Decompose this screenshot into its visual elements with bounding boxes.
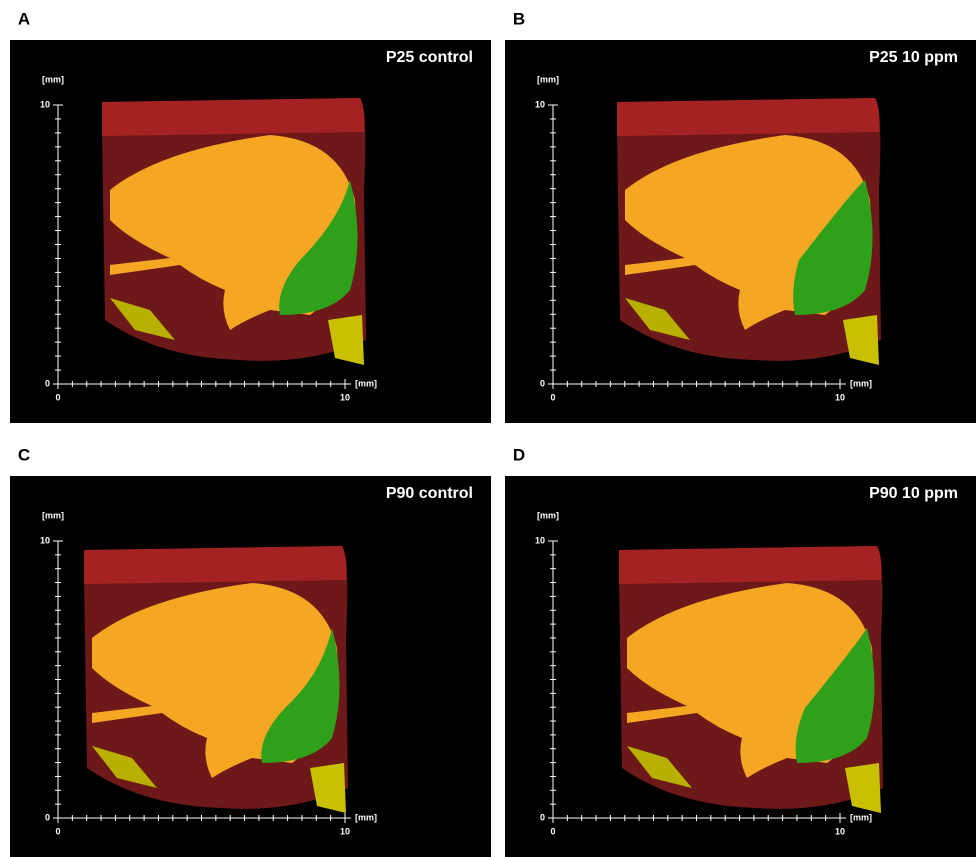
y-unit: [mm] [42,74,64,84]
y-tick-label: 10 [535,535,545,545]
y-tick-label: 10 [535,99,545,109]
x-tick-label: 10 [835,392,845,402]
x-unit: [mm] [850,812,872,822]
panel-letter: D [513,445,525,464]
panel: P25 10 ppm 0 10 0 10 [mm] [mm] [505,40,976,423]
panel: P25 control 0 10 0 10 [mm] [mm] [10,40,491,423]
x-tick-label: 10 [340,826,350,836]
panel-title: P25 10 ppm [869,49,958,66]
y-unit: [mm] [537,74,559,84]
x-tick-label: 0 [55,392,60,402]
panel-letter: C [18,445,30,464]
rendering [617,98,881,365]
x-tick-label: 0 [55,826,60,836]
panel-letter: B [513,9,525,28]
tissue-top [102,98,365,136]
tissue-top [619,546,882,584]
y-tick-label: 10 [40,99,50,109]
panel: P90 10 ppm 0 10 0 10 [mm] [mm] [505,476,976,857]
tissue-top [84,546,347,584]
y-tick-label: 0 [45,378,50,388]
x-unit: [mm] [850,378,872,388]
panel-title: P90 control [386,485,473,502]
panel-letter: A [18,9,30,28]
y-tick-label: 0 [45,812,50,822]
x-tick-label: 0 [550,826,555,836]
figure: A P25 control 0 10 0 10 [mm] [mm] B P25 10 ppm 0 10… [0,0,976,857]
x-tick-label: 0 [550,392,555,402]
x-tick-label: 10 [340,392,350,402]
y-tick-label: 0 [540,812,545,822]
rendering [84,546,348,813]
x-unit: [mm] [355,812,377,822]
rendering [619,546,883,813]
y-tick-label: 10 [40,535,50,545]
x-tick-label: 10 [835,826,845,836]
panel-title: P90 10 ppm [869,485,958,502]
panel: P90 control 0 10 0 10 [mm] [mm] [10,476,491,857]
rendering [102,98,366,365]
y-tick-label: 0 [540,378,545,388]
y-unit: [mm] [537,510,559,520]
x-unit: [mm] [355,378,377,388]
tissue-top [617,98,880,136]
panel-title: P25 control [386,49,473,66]
y-unit: [mm] [42,510,64,520]
